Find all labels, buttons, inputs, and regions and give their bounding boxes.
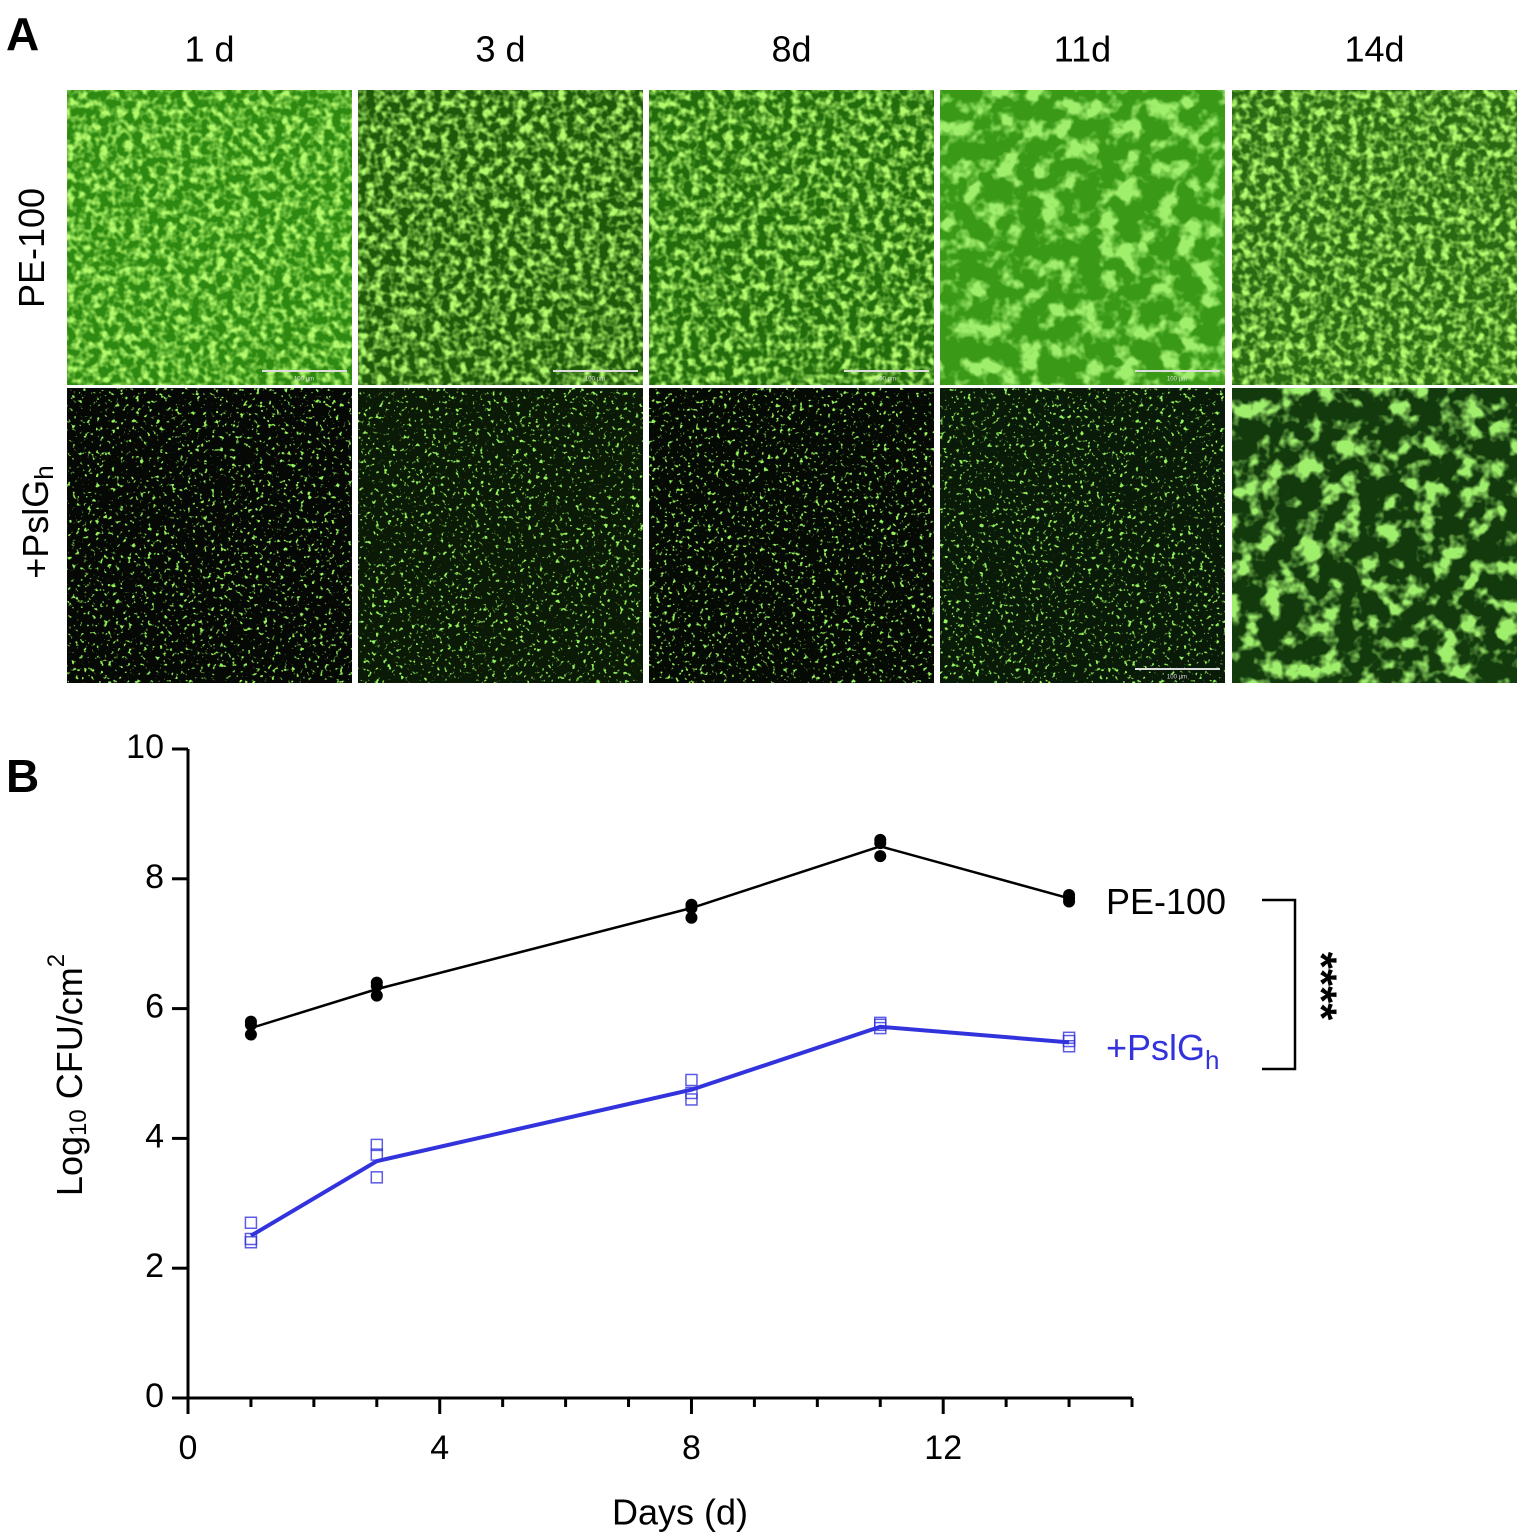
legend-text: PE-100 xyxy=(1106,881,1226,922)
replicate-point xyxy=(874,850,887,863)
x-tick-label: 8 xyxy=(682,1429,701,1467)
micrograph-texture xyxy=(940,90,1225,385)
legend-text: +PslG xyxy=(1106,1027,1205,1068)
y-title-text: CFU/cm xyxy=(49,967,90,1109)
replicate-point xyxy=(1062,1039,1076,1053)
replicate-point xyxy=(685,1093,698,1106)
y-tick-label: 8 xyxy=(145,858,164,896)
replicate-point xyxy=(370,1148,384,1161)
replicate-point xyxy=(244,1018,257,1031)
scale-bar-label: 100 µm xyxy=(294,377,314,383)
replicate-point xyxy=(685,911,698,924)
y-axis-title: Log10 CFU/cm2 xyxy=(43,954,92,1196)
y-title-superscript: 2 xyxy=(43,954,70,967)
legend-label: +PslGh xyxy=(1106,1027,1220,1075)
column-label: 1 d xyxy=(184,29,234,70)
image-grid: 1 d 100 µm 3 d 100 µm 8d 100 µm 11d 100 µm 100 µ… xyxy=(11,29,1517,683)
replicate-point xyxy=(244,1216,258,1230)
y-tick-label: 6 xyxy=(145,988,164,1026)
x-axis-title: Days (d) xyxy=(612,1492,748,1533)
x-tick-label: 4 xyxy=(430,1429,449,1467)
y-title-subscript: 10 xyxy=(65,1109,92,1136)
y-tick-label: 0 xyxy=(145,1377,164,1415)
replicate-point xyxy=(685,1086,698,1100)
y-tick-label: 10 xyxy=(126,728,164,766)
legend-label: PE-100 xyxy=(1106,881,1226,922)
y-tick-label: 4 xyxy=(145,1117,164,1155)
y-title-text: Log xyxy=(49,1136,90,1196)
micrograph-texture xyxy=(1232,388,1517,683)
scale-bar-label: 100 µm xyxy=(1167,377,1187,383)
significance-bracket xyxy=(1262,898,1297,1071)
micrograph-texture xyxy=(940,388,1225,683)
micrograph-texture xyxy=(67,90,352,385)
row-label: +PslGh xyxy=(15,465,59,579)
series-line xyxy=(250,845,1070,1030)
micrograph-texture xyxy=(1232,90,1517,385)
series-line xyxy=(249,1024,1070,1238)
replicate-point xyxy=(244,1028,257,1041)
row-label: PE-100 xyxy=(11,188,52,308)
micrograph-texture xyxy=(67,388,352,683)
micrograph-texture xyxy=(358,90,643,385)
micrograph-texture xyxy=(358,388,643,683)
column-label: 3 d xyxy=(475,29,525,70)
column-label: 14d xyxy=(1344,29,1404,70)
replicate-point xyxy=(1063,895,1076,908)
replicate-point xyxy=(370,1138,384,1152)
panel-label: A xyxy=(6,8,39,60)
row-label-subscript: h xyxy=(29,465,59,479)
replicate-point xyxy=(685,902,698,915)
x-tick-label: 0 xyxy=(179,1429,198,1467)
replicate-point xyxy=(874,837,887,850)
replicate-point xyxy=(370,979,383,992)
row-label-text: PE-100 xyxy=(11,188,52,308)
scale-bar-label: 100 µm xyxy=(585,377,605,383)
replicate-point xyxy=(874,1021,887,1035)
legend-subscript: h xyxy=(1205,1045,1219,1075)
replicate-point xyxy=(370,989,383,1002)
row-label-text: +PslG xyxy=(15,480,56,579)
micrograph-texture xyxy=(649,388,934,683)
column-label: 8d xyxy=(771,29,811,70)
replicate-point xyxy=(370,1171,384,1184)
replicate-point xyxy=(685,1073,698,1087)
y-tick-label: 2 xyxy=(145,1247,164,1285)
replicate-point xyxy=(244,1235,258,1249)
x-tick-label: 12 xyxy=(924,1429,962,1467)
scale-bar-label: 100 µm xyxy=(876,377,896,383)
panel-label: B xyxy=(6,750,39,802)
column-label: 11d xyxy=(1054,29,1111,70)
significance-label: **** xyxy=(1296,952,1345,1021)
micrograph-texture xyxy=(649,90,934,385)
scale-bar-label: 100 µm xyxy=(1167,675,1187,681)
